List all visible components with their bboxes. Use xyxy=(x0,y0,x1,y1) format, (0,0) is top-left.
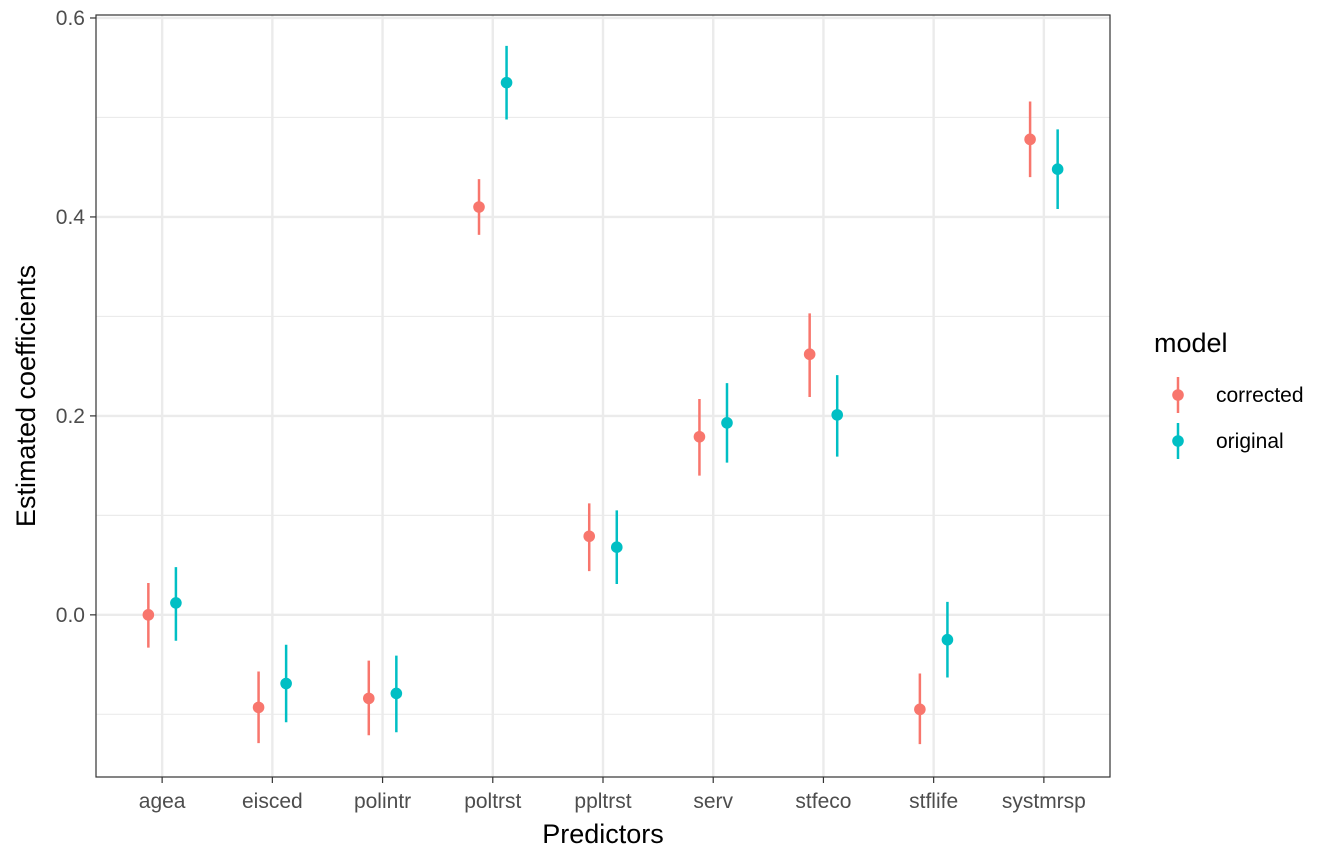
x-tick-label: stfeco xyxy=(795,790,851,813)
x-tick-label: serv xyxy=(693,790,733,813)
x-tick-label: systmrsp xyxy=(1002,790,1086,813)
point-original xyxy=(500,76,513,89)
legend-title: model xyxy=(1154,328,1228,358)
point-corrected xyxy=(252,701,265,714)
point-original xyxy=(721,417,733,429)
point-corrected xyxy=(362,692,375,705)
point-corrected xyxy=(803,348,816,361)
y-axis-title: Estimated coefficients xyxy=(11,265,41,527)
legend-key-point-corrected xyxy=(1172,389,1184,401)
x-tick-label: stflife xyxy=(909,790,958,813)
point-corrected xyxy=(693,430,706,443)
y-tick-label: 0.4 xyxy=(56,206,86,229)
point-original xyxy=(941,633,954,646)
point-original xyxy=(390,687,403,700)
x-tick-label: poltrst xyxy=(464,790,521,813)
axis-tick-labels: 0.0 0.2 0.4 0.6 agea eisced polintr poltrst pplt… xyxy=(56,7,1086,813)
x-axis-title: Predictors xyxy=(542,819,664,849)
point-original xyxy=(610,541,623,554)
legend: model corrected original xyxy=(1154,328,1304,459)
axis-ticks xyxy=(90,17,1045,783)
legend-key-point-original xyxy=(1172,435,1184,447)
point-corrected xyxy=(583,530,596,543)
x-tick-label: polintr xyxy=(354,790,411,813)
point-original xyxy=(170,597,182,609)
y-tick-label: 0.2 xyxy=(56,405,85,428)
x-tick-label: ppltrst xyxy=(574,790,631,813)
x-tick-label: eisced xyxy=(242,790,303,813)
legend-label-original: original xyxy=(1216,430,1284,453)
point-original xyxy=(280,677,292,690)
point-original xyxy=(831,409,844,421)
point-original xyxy=(1051,163,1064,175)
y-tick-label: 0.0 xyxy=(56,604,85,627)
legend-label-corrected: corrected xyxy=(1216,384,1304,407)
data-marks xyxy=(142,45,1064,745)
point-corrected xyxy=(473,201,485,213)
point-corrected xyxy=(914,703,926,716)
major-grid xyxy=(96,15,1110,777)
point-corrected xyxy=(1024,133,1036,146)
x-tick-label: agea xyxy=(139,790,186,813)
point-corrected xyxy=(142,609,155,621)
y-tick-label: 0.6 xyxy=(56,7,85,30)
